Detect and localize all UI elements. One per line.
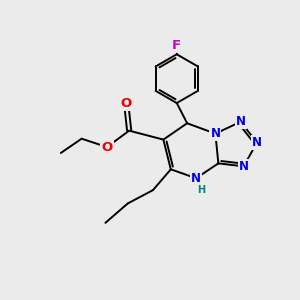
Text: N: N: [210, 127, 220, 140]
Text: F: F: [172, 39, 181, 52]
Text: H: H: [197, 184, 206, 194]
Text: N: N: [236, 115, 246, 128]
Text: N: N: [238, 160, 249, 173]
Text: N: N: [191, 172, 201, 185]
Text: N: N: [252, 136, 262, 149]
Text: O: O: [121, 98, 132, 110]
Text: O: O: [101, 140, 112, 154]
